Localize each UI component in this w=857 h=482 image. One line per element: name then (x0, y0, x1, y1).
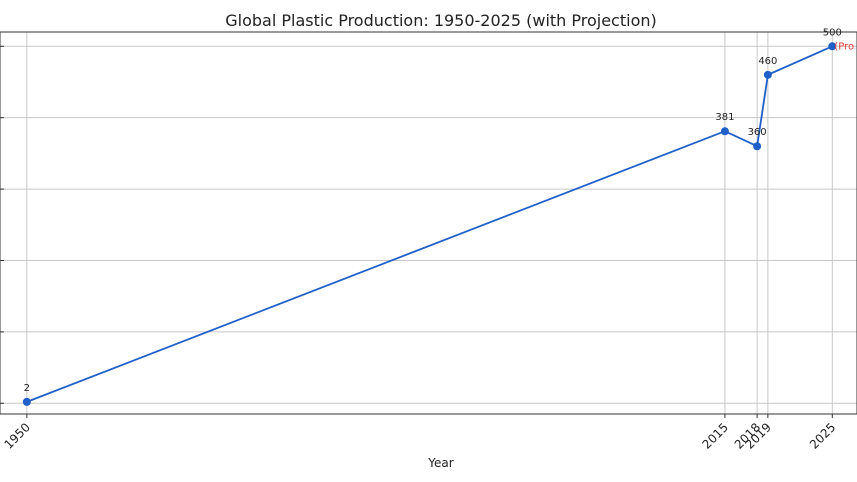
data-point-2025 (828, 42, 837, 51)
data-label-2025: 500 (823, 27, 842, 38)
x-tick-label-2015: 2015 (700, 420, 731, 451)
data-point-2018 (753, 142, 762, 151)
x-tick-label-1950: 1950 (1, 420, 32, 451)
data-label-2015: 381 (715, 112, 734, 123)
series-line (26, 45, 833, 403)
plot-frame (0, 31, 857, 415)
data-point-2015 (720, 127, 729, 136)
data-label-2018: 360 (748, 127, 767, 138)
y-ticks (0, 45, 4, 404)
data-label-2019: 460 (758, 56, 777, 67)
x-tick-label-2019: 2019 (742, 420, 773, 451)
x-tick-label-2025: 2025 (807, 420, 838, 451)
projection-annotation: (Pro (834, 41, 854, 52)
data-label-1950: 2 (24, 383, 30, 394)
series-line-layer (26, 45, 833, 403)
data-points (22, 42, 837, 406)
chart-title: Global Plastic Production: 1950-2025 (wi… (225, 11, 657, 30)
data-point-1950 (22, 397, 31, 406)
data-point-2019 (763, 70, 772, 79)
grid (0, 32, 857, 414)
data-labels: 2 381 360 460 500 (24, 27, 842, 394)
x-axis-label: Year (427, 456, 453, 470)
